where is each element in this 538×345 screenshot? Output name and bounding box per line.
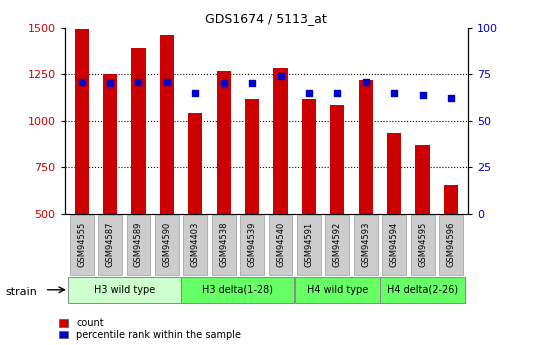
FancyBboxPatch shape — [183, 215, 207, 275]
FancyBboxPatch shape — [70, 215, 94, 275]
Bar — [131, 48, 146, 214]
Text: GSM94596: GSM94596 — [447, 221, 456, 267]
FancyBboxPatch shape — [380, 277, 465, 303]
Point — [77, 79, 86, 85]
Text: strain: strain — [5, 287, 37, 296]
FancyBboxPatch shape — [98, 215, 122, 275]
Text: GSM94591: GSM94591 — [305, 221, 314, 267]
Point — [220, 81, 228, 86]
Text: GSM94592: GSM94592 — [333, 221, 342, 267]
FancyBboxPatch shape — [354, 215, 378, 275]
FancyBboxPatch shape — [240, 215, 264, 275]
Bar — [217, 71, 231, 214]
Bar — [359, 80, 373, 214]
Bar — [188, 113, 202, 214]
Bar — [330, 105, 344, 214]
Point — [276, 73, 285, 79]
Point — [390, 90, 399, 96]
FancyBboxPatch shape — [268, 215, 293, 275]
Text: H3 wild type: H3 wild type — [94, 285, 155, 295]
Point — [162, 79, 171, 85]
Bar — [444, 185, 458, 214]
FancyBboxPatch shape — [181, 277, 294, 303]
Text: GSM94594: GSM94594 — [390, 221, 399, 267]
FancyBboxPatch shape — [410, 215, 435, 275]
FancyBboxPatch shape — [295, 277, 380, 303]
Bar — [273, 68, 288, 214]
Point — [418, 92, 427, 97]
Bar — [415, 145, 430, 214]
FancyBboxPatch shape — [325, 215, 349, 275]
Text: GSM94595: GSM94595 — [418, 221, 427, 267]
Point — [362, 79, 370, 85]
Point — [191, 90, 200, 96]
Bar — [387, 133, 401, 214]
Text: H4 wild type: H4 wild type — [307, 285, 368, 295]
FancyBboxPatch shape — [212, 215, 236, 275]
Text: GSM94538: GSM94538 — [219, 221, 228, 267]
Text: GSM94539: GSM94539 — [247, 221, 257, 267]
Text: H3 delta(1-28): H3 delta(1-28) — [202, 285, 273, 295]
Text: GSM94593: GSM94593 — [361, 221, 370, 267]
FancyBboxPatch shape — [68, 277, 181, 303]
Text: GSM94540: GSM94540 — [276, 221, 285, 267]
FancyBboxPatch shape — [439, 215, 463, 275]
Text: GSM94589: GSM94589 — [134, 221, 143, 267]
Bar — [74, 29, 89, 214]
Point — [248, 81, 257, 86]
Bar — [302, 99, 316, 214]
Text: GSM94403: GSM94403 — [191, 221, 200, 267]
Text: GSM94587: GSM94587 — [105, 221, 115, 267]
FancyBboxPatch shape — [382, 215, 406, 275]
Legend: count, percentile rank within the sample: count, percentile rank within the sample — [59, 318, 241, 340]
FancyBboxPatch shape — [297, 215, 321, 275]
Point — [134, 79, 143, 85]
Bar — [160, 35, 174, 214]
Point — [305, 90, 313, 96]
FancyBboxPatch shape — [126, 215, 151, 275]
FancyBboxPatch shape — [155, 215, 179, 275]
Bar — [245, 99, 259, 214]
Point — [447, 96, 455, 101]
Bar — [103, 74, 117, 214]
Text: H4 delta(2-26): H4 delta(2-26) — [387, 285, 458, 295]
Title: GDS1674 / 5113_at: GDS1674 / 5113_at — [206, 12, 327, 25]
Point — [106, 81, 115, 86]
Text: GSM94590: GSM94590 — [162, 221, 172, 267]
Point — [333, 90, 342, 96]
Text: GSM94555: GSM94555 — [77, 221, 86, 267]
